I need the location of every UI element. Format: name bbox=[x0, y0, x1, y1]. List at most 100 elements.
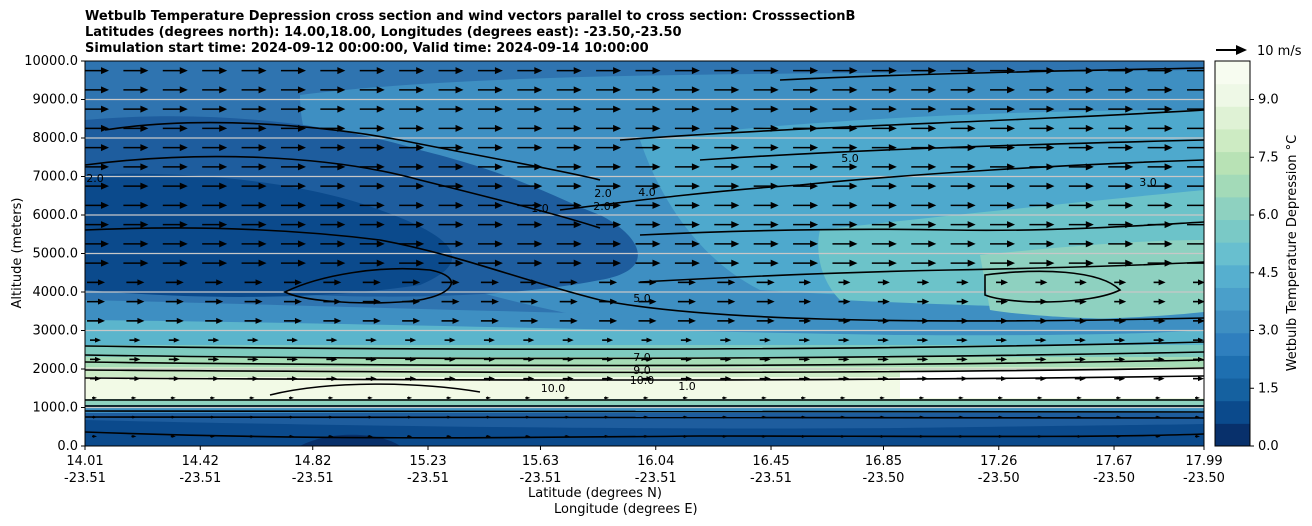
wind-arrow bbox=[517, 67, 543, 75]
wind-arrow bbox=[596, 259, 622, 267]
wind-arrow bbox=[635, 182, 661, 190]
wind-arrow bbox=[438, 86, 464, 94]
wind-arrow bbox=[877, 337, 889, 343]
wind-arrow bbox=[241, 240, 267, 248]
wind-arrow bbox=[359, 182, 385, 190]
wind-arrow bbox=[320, 124, 346, 132]
wind-arrow bbox=[517, 163, 543, 171]
wind-arrow bbox=[1187, 223, 1204, 226]
colorbar-segment bbox=[1215, 264, 1250, 288]
wind-arrow bbox=[958, 396, 964, 400]
wind-arrow bbox=[674, 201, 700, 209]
y-tick-label: 7000.0 bbox=[33, 170, 79, 185]
wind-arrow bbox=[956, 279, 969, 286]
wind-arrow bbox=[717, 279, 736, 286]
colorbar-frame bbox=[1214, 60, 1251, 447]
wind-arrow bbox=[877, 317, 890, 324]
wind-arrow bbox=[123, 67, 149, 75]
wind-arrow bbox=[956, 337, 968, 343]
y-tick-label: 10000.0 bbox=[24, 54, 78, 69]
chart-title-line-2: Latitudes (degrees north): 14.00,18.00, … bbox=[85, 25, 682, 40]
wind-arrow bbox=[832, 201, 858, 209]
wind-arrow bbox=[1074, 279, 1087, 286]
wind-arrow bbox=[996, 298, 1009, 305]
wind-arrow bbox=[446, 415, 452, 419]
contour-label: 10.0 bbox=[630, 374, 655, 387]
wind-arrow bbox=[799, 279, 812, 286]
wind-arrow bbox=[722, 396, 728, 400]
wind-arrow bbox=[990, 240, 1016, 248]
wind-arrow bbox=[635, 240, 661, 248]
wind-arrow bbox=[596, 163, 622, 171]
x-tick-label-lon: -23.50 bbox=[1183, 471, 1225, 486]
wind-arrow bbox=[367, 434, 373, 438]
wind-arrow bbox=[838, 317, 851, 324]
wind-arrow bbox=[714, 105, 740, 113]
contour-label: 5.0 bbox=[841, 152, 859, 165]
wind-arrow bbox=[1074, 376, 1086, 382]
wind-arrow bbox=[405, 337, 417, 343]
wind-arrow bbox=[832, 105, 858, 113]
wind-arrow bbox=[674, 86, 700, 94]
wind-arrow bbox=[1068, 221, 1094, 229]
wind-arrow bbox=[596, 144, 622, 152]
contour-label: 5.0 bbox=[633, 292, 651, 305]
wind-arrow bbox=[405, 356, 417, 362]
wind-arrow bbox=[990, 182, 1016, 190]
wind-arrow bbox=[950, 124, 976, 132]
wind-arrow bbox=[1193, 317, 1204, 324]
wind-arrow bbox=[950, 86, 976, 94]
wind-arrow bbox=[1153, 298, 1166, 305]
wind-arrow bbox=[1074, 356, 1086, 362]
wind-arrow bbox=[1147, 240, 1173, 248]
wind-arrow bbox=[446, 434, 452, 438]
wind-arrow bbox=[714, 67, 740, 75]
wind-arrow bbox=[956, 356, 968, 362]
wind-arrow bbox=[1074, 317, 1087, 324]
wind-arrow bbox=[205, 298, 224, 305]
wind-arrow bbox=[438, 240, 464, 248]
wind-arrow bbox=[950, 221, 976, 229]
wind-arrow bbox=[911, 124, 937, 132]
chart-title-line-1: Wetbulb Temperature Depression cross sec… bbox=[85, 9, 856, 24]
y-tick-label: 6000.0 bbox=[33, 208, 79, 223]
wind-arrow bbox=[162, 67, 188, 75]
wind-arrow bbox=[714, 163, 740, 171]
wind-arrow bbox=[1187, 108, 1204, 110]
colorbar-tick-label: 7.5 bbox=[1258, 150, 1279, 165]
wind-arrow bbox=[92, 415, 97, 419]
colorbar-tick-label: 3.0 bbox=[1258, 324, 1279, 339]
wind-arrow bbox=[320, 259, 346, 267]
colorbar-tick-label: 6.0 bbox=[1258, 208, 1279, 223]
colorbar-segment bbox=[1215, 83, 1250, 107]
wind-arrow bbox=[244, 317, 263, 324]
wind-arrow bbox=[950, 67, 976, 75]
wind-arrow bbox=[1114, 317, 1127, 324]
wind-arrow bbox=[123, 240, 149, 248]
wind-arrow bbox=[838, 298, 851, 305]
wind-arrow bbox=[399, 163, 425, 171]
wind-arrow bbox=[950, 163, 976, 171]
x-tick-label-lon: -23.51 bbox=[64, 471, 106, 486]
wind-arrow bbox=[871, 86, 897, 94]
wind-arrow bbox=[832, 163, 858, 171]
wind-arrow bbox=[596, 105, 622, 113]
wind-arrow bbox=[129, 376, 141, 382]
x-tick-label-lon: -23.50 bbox=[863, 471, 905, 486]
wind-arrow bbox=[753, 240, 779, 248]
wind-arrow bbox=[998, 415, 1004, 419]
wind-key-label: 10 m/s bbox=[1257, 44, 1302, 59]
wind-arrow bbox=[714, 86, 740, 94]
wind-arrow bbox=[911, 201, 937, 209]
wind-arrow bbox=[714, 221, 740, 229]
wind-arrow bbox=[247, 337, 259, 343]
wind-arrow bbox=[407, 434, 413, 438]
wind-arrow bbox=[1068, 124, 1094, 132]
wind-arrow bbox=[801, 396, 807, 400]
wind-arrow bbox=[950, 201, 976, 209]
x-tick-label-lat: 16.85 bbox=[865, 454, 902, 469]
wind-arrow bbox=[320, 144, 346, 152]
wind-arrow bbox=[320, 221, 346, 229]
wind-arrow bbox=[85, 240, 109, 248]
wind-arrow bbox=[280, 259, 306, 267]
